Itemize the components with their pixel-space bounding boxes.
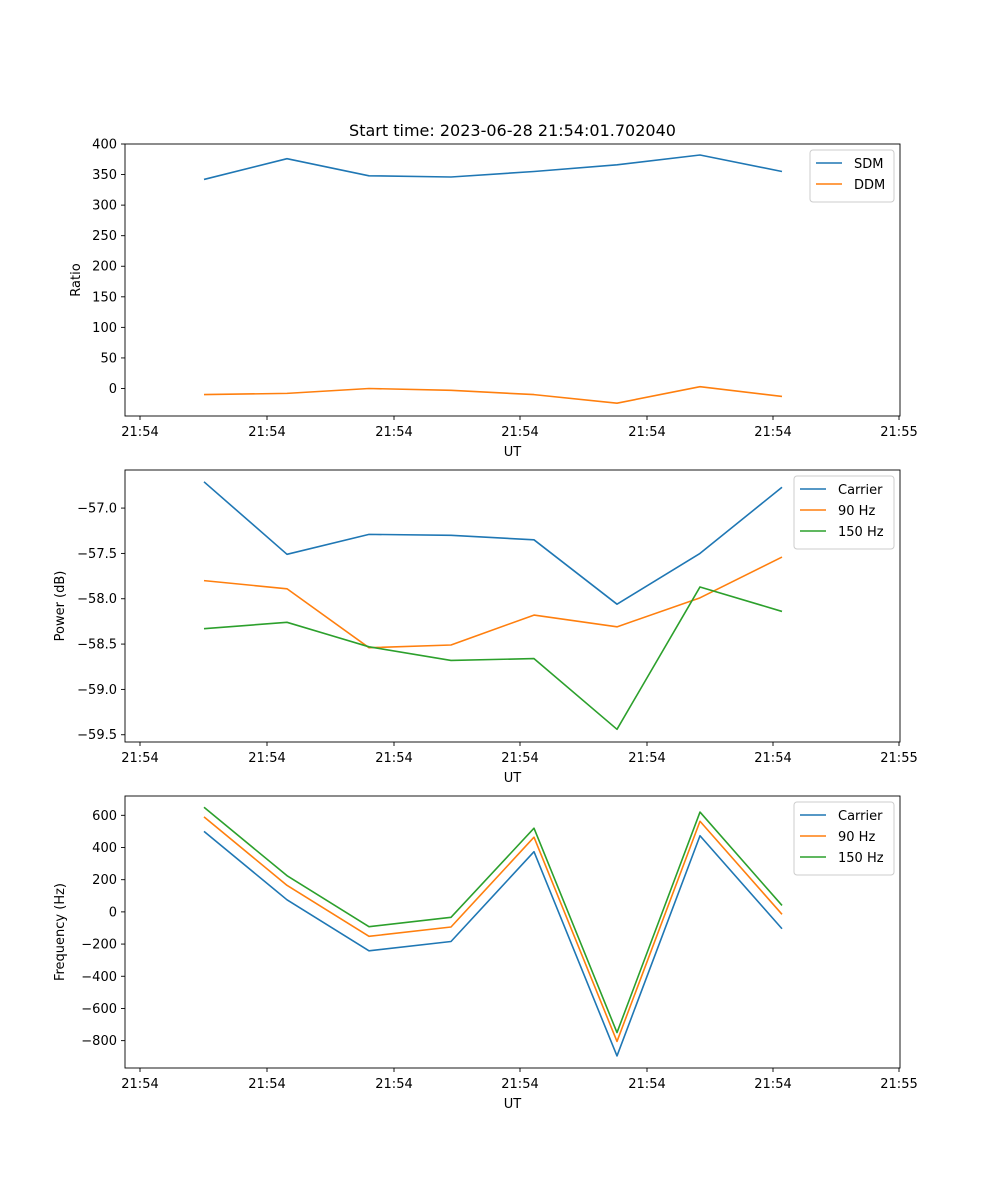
y-tick-label: 400	[92, 841, 117, 856]
series-line-150-hz	[203, 586, 783, 731]
x-tick-label: 21:54	[628, 425, 665, 440]
y-tick-label: 0	[109, 382, 117, 397]
y-tick-label: −800	[81, 1034, 117, 1049]
y-tick-label: −58.5	[77, 638, 117, 653]
plot-frame	[124, 143, 901, 417]
legend-label: DDM	[854, 178, 885, 193]
legend-label: 90 Hz	[838, 504, 875, 519]
x-tick-label: 21:54	[754, 425, 791, 440]
y-tick-label: 200	[92, 260, 117, 275]
legend-label: SDM	[854, 157, 883, 172]
x-tick-label: 21:54	[121, 751, 158, 766]
x-tick-label: 21:54	[375, 425, 412, 440]
y-axis-label: Frequency (Hz)	[53, 883, 68, 981]
y-tick-label: 50	[100, 351, 117, 366]
series-line-90-hz	[203, 816, 783, 1043]
chart-panel-2: 21:54 21:54 21:54 21:54 21:54 21:54 21:55 −57.0…	[53, 469, 918, 786]
x-tick-label: 21:54	[248, 425, 285, 440]
chart-panel-3: 21:54 21:54 21:54 21:54 21:54 21:54 21:55 600 40…	[53, 795, 918, 1112]
y-tick-label: 350	[92, 168, 117, 183]
x-tick-label: 21:54	[375, 1077, 412, 1092]
x-tick-label: 21:54	[121, 1077, 158, 1092]
x-tick-label: 21:55	[880, 425, 917, 440]
y-tick-label: 200	[92, 873, 117, 888]
x-tick-label: 21:54	[501, 425, 538, 440]
y-tick-label: 600	[92, 809, 117, 824]
y-tick-label: −600	[81, 1002, 117, 1017]
x-tick-label: 21:54	[628, 1077, 665, 1092]
legend-label: 150 Hz	[838, 525, 884, 540]
y-tick-label: 250	[92, 229, 117, 244]
x-tick-label: 21:54	[375, 751, 412, 766]
series-line-carrier	[203, 830, 783, 1057]
series-line-150-hz	[203, 806, 783, 1034]
y-tick-label: 400	[92, 138, 117, 153]
x-tick-label: 21:54	[248, 751, 285, 766]
y-tick-label: −200	[81, 938, 117, 953]
x-tick-label: 21:55	[880, 1077, 917, 1092]
x-tick-label: 21:54	[754, 1077, 791, 1092]
y-tick-label: −57.5	[77, 547, 117, 562]
legend-label: 90 Hz	[838, 830, 875, 845]
legend-label: Carrier	[838, 483, 883, 498]
x-tick-label: 21:54	[501, 1077, 538, 1092]
y-tick-label: −59.5	[77, 728, 117, 743]
y-tick-label: −57.0	[77, 502, 117, 517]
plot-frame	[124, 795, 901, 1069]
y-tick-label: −400	[81, 970, 117, 985]
y-tick-label: 0	[109, 905, 117, 920]
y-tick-label: 300	[92, 199, 117, 214]
x-axis-label: UT	[504, 771, 522, 786]
x-tick-label: 21:54	[628, 751, 665, 766]
y-axis-label: Power (dB)	[53, 571, 68, 642]
chart-panel-1: 21:54 21:54 21:54 21:54 21:54 21:54 21:55 0 50 10…	[69, 138, 918, 461]
x-axis-label: UT	[504, 1097, 522, 1112]
y-tick-label: −58.0	[77, 592, 117, 607]
series-line-sdm	[203, 154, 783, 181]
x-tick-label: 21:54	[248, 1077, 285, 1092]
series-line-ddm	[203, 385, 783, 404]
y-tick-label: −59.0	[77, 683, 117, 698]
y-axis-label: Ratio	[69, 263, 84, 296]
x-tick-label: 21:54	[501, 751, 538, 766]
y-tick-label: 100	[92, 321, 117, 336]
x-axis-label: UT	[504, 445, 522, 460]
series-line-90-hz	[203, 556, 783, 649]
plot-frame	[124, 469, 901, 743]
x-tick-label: 21:55	[880, 751, 917, 766]
legend: Carrier 90 Hz 150 Hz	[793, 801, 895, 876]
x-tick-label: 21:54	[121, 425, 158, 440]
legend-label: 150 Hz	[838, 851, 884, 866]
legend: Carrier 90 Hz 150 Hz	[793, 475, 895, 550]
x-tick-label: 21:54	[754, 751, 791, 766]
legend: SDM DDM	[809, 149, 895, 203]
legend-label: Carrier	[838, 809, 883, 824]
y-tick-label: 150	[92, 290, 117, 305]
series-line-carrier	[203, 481, 783, 605]
figure-title: Start time: 2023-06-28 21:54:01.702040	[349, 121, 676, 140]
